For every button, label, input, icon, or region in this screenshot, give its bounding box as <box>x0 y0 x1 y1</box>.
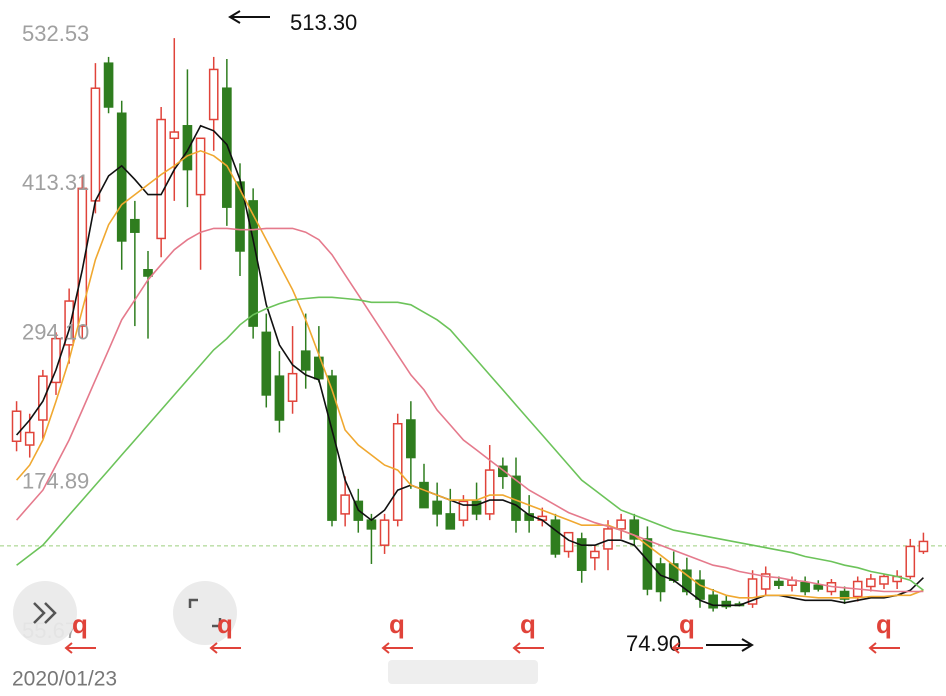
candle-body <box>471 500 482 515</box>
candle-body <box>24 431 35 446</box>
event-marker: q <box>876 609 892 639</box>
candle-body <box>484 469 495 515</box>
ma-line <box>16 296 924 591</box>
candle-body <box>392 422 403 521</box>
candle-body <box>839 590 850 600</box>
event-arrow <box>381 642 413 654</box>
candle-body <box>629 519 640 540</box>
fullscreen-icon <box>188 598 222 628</box>
candle-body <box>366 519 377 530</box>
candle-body <box>432 500 442 515</box>
candle-body <box>905 545 916 578</box>
event-arrow <box>512 642 544 654</box>
expand-icon <box>33 602 57 624</box>
candle-body <box>458 500 469 521</box>
y-tick-label: 294.10 <box>22 319 89 344</box>
candle-body <box>130 218 140 233</box>
candle-body <box>682 569 692 593</box>
candle-body <box>747 578 758 605</box>
candle-body <box>616 519 626 530</box>
candle-body <box>38 375 48 421</box>
candle-body <box>695 579 705 600</box>
ma-line <box>15 227 924 593</box>
event-marker: q <box>679 609 695 639</box>
candle-body <box>116 112 127 242</box>
candle-body <box>340 494 350 515</box>
candle-body <box>287 372 298 402</box>
candle-body <box>655 563 666 593</box>
event-arrow <box>671 642 703 654</box>
candle-body <box>498 465 508 478</box>
overlay: 513.30 74.90 2020/01/23 q q q q q q <box>12 10 900 691</box>
candle-body <box>261 331 272 396</box>
candle-body <box>156 118 166 240</box>
y-tick-label: 413.31 <box>22 170 89 195</box>
event-marker: q <box>389 609 405 639</box>
candle-body <box>182 125 193 171</box>
candle-body <box>90 87 101 202</box>
candle-body <box>103 62 114 108</box>
watermark <box>388 660 538 684</box>
candle-body <box>879 575 889 585</box>
candle-body <box>379 519 390 546</box>
y-tick-label: 532.53 <box>22 21 89 46</box>
candle-body <box>195 137 206 196</box>
candle-body <box>708 594 718 609</box>
candle-body <box>274 375 285 421</box>
ma-line <box>15 149 924 599</box>
arrow-head <box>741 638 754 652</box>
candle-body <box>800 581 810 593</box>
candle-body <box>11 410 22 443</box>
start-date: 2020/01/23 <box>12 668 117 691</box>
event-arrow <box>64 642 96 654</box>
candle-body <box>918 540 929 553</box>
event-marker: q <box>217 609 233 639</box>
candle-body <box>208 68 219 121</box>
candle-body <box>169 131 180 140</box>
candle-body <box>314 356 324 380</box>
candle-body <box>406 419 416 459</box>
candle-body <box>550 519 561 555</box>
candle-body <box>813 584 824 590</box>
event-arrow <box>209 642 241 654</box>
candle-body <box>866 578 876 588</box>
event-marker: q <box>520 609 536 639</box>
candle-body <box>222 87 232 208</box>
candle-body <box>774 580 784 586</box>
fullscreen-button[interactable] <box>173 581 237 645</box>
candle-body <box>445 513 456 530</box>
candle-body <box>419 481 429 509</box>
arrow-head <box>228 10 241 24</box>
y-tick-label: 174.89 <box>22 469 89 494</box>
candle-body <box>51 337 61 384</box>
event-arrow <box>868 642 900 654</box>
candle-body <box>77 187 88 327</box>
candle-body <box>64 300 74 346</box>
candle-body <box>300 350 311 371</box>
low-annotation: 74.90 <box>626 631 681 656</box>
candle-body <box>576 538 587 571</box>
high-annotation: 513.30 <box>290 10 357 35</box>
candle-body <box>143 269 153 277</box>
event-marker: q <box>72 609 88 639</box>
candle-body <box>760 573 771 590</box>
candle-body <box>590 550 600 559</box>
candle-body <box>721 600 732 608</box>
candle-body <box>603 528 613 550</box>
